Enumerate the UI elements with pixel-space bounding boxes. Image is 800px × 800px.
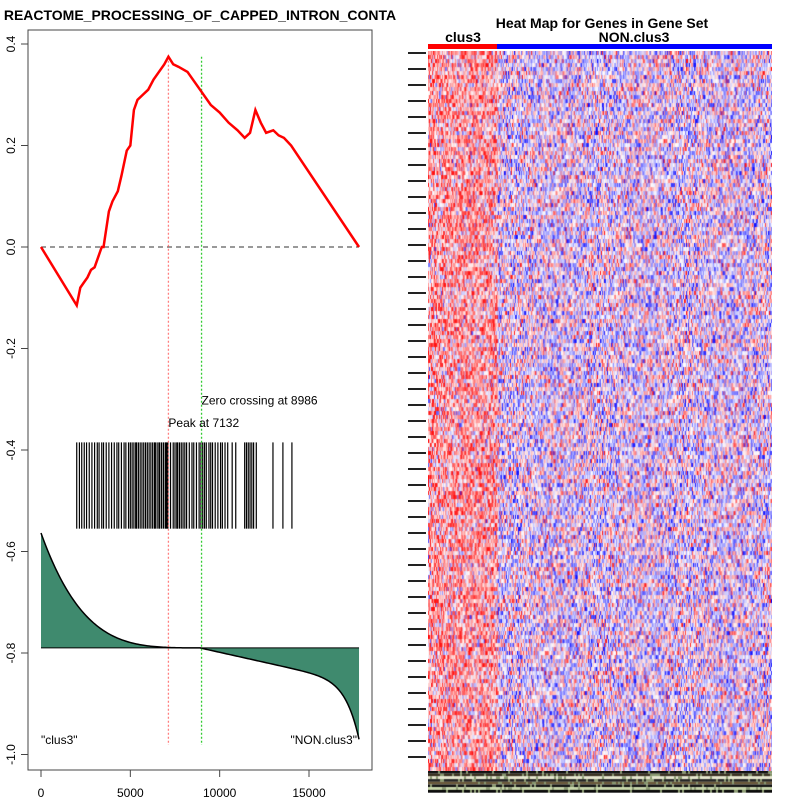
class-bar-clus3 — [428, 44, 497, 49]
row-label-mark — [408, 756, 426, 758]
enrichment-plot: REACTOME_PROCESSING_OF_CAPPED_INTRON_CON… — [4, 7, 396, 800]
row-label-mark — [408, 692, 426, 694]
row-label-mark — [408, 660, 426, 662]
running-es-line — [39, 54, 361, 309]
row-label-mark — [408, 212, 426, 214]
x-tick-label: 10000 — [203, 786, 237, 800]
row-label-mark — [408, 164, 426, 166]
row-label-mark — [408, 132, 426, 134]
row-label-mark — [408, 676, 426, 678]
row-label-mark — [408, 548, 426, 550]
ranked-metric-area — [40, 532, 360, 740]
row-label-mark — [408, 68, 426, 70]
row-label-mark — [408, 612, 426, 614]
row-label-mark — [408, 708, 426, 710]
row-label-mark — [408, 468, 426, 470]
x-tick-label: 0 — [38, 786, 45, 800]
row-label-mark — [408, 436, 426, 438]
row-label-mark — [408, 740, 426, 742]
y-tick-label: 0.0 — [4, 238, 18, 255]
hit-bars — [76, 442, 293, 529]
row-label-mark — [408, 340, 426, 342]
row-label-mark — [408, 180, 426, 182]
row-label-mark — [408, 276, 426, 278]
heatmap-cells — [428, 51, 772, 771]
row-label-mark — [408, 452, 426, 454]
row-label-mark — [408, 324, 426, 326]
zero-crossing-label: Zero crossing at 8986 — [202, 393, 318, 407]
row-label-mark — [408, 356, 426, 358]
plot-frame — [27, 29, 373, 771]
row-label-mark — [408, 244, 426, 246]
row-label-mark — [408, 228, 426, 230]
row-label-mark — [408, 596, 426, 598]
group-label-clus3: clus3 — [445, 29, 481, 45]
annotation-non-clus3: "NON.clus3" — [290, 733, 357, 747]
row-label-mark — [408, 420, 426, 422]
x-tick-label: 15000 — [292, 786, 326, 800]
y-tick-label: 0.2 — [4, 137, 18, 154]
row-label-mark — [408, 84, 426, 86]
row-label-mark — [408, 52, 426, 54]
row-label-mark — [408, 516, 426, 518]
y-tick-label: -0.4 — [4, 439, 18, 460]
y-tick-label: -0.2 — [4, 338, 18, 359]
y-tick-label: -0.8 — [4, 642, 18, 663]
row-label-mark — [408, 372, 426, 374]
row-labels — [408, 52, 426, 758]
class-bar-non-clus3 — [497, 44, 772, 49]
row-label-mark — [408, 628, 426, 630]
annotation-clus3: "clus3" — [41, 733, 78, 747]
group-label-non-clus3: NON.clus3 — [599, 29, 670, 45]
peak-label: Peak at 7132 — [168, 416, 239, 430]
row-label-mark — [408, 260, 426, 262]
y-tick-label: -1.0 — [4, 744, 18, 765]
row-label-mark — [408, 404, 426, 406]
row-label-mark — [408, 148, 426, 150]
row-label-mark — [408, 500, 426, 502]
heatmap-title: Heat Map for Genes in Gene Set — [496, 15, 709, 31]
row-label-mark — [408, 292, 426, 294]
y-tick-label: 0.4 — [4, 35, 18, 52]
x-tick-label: 5000 — [117, 786, 144, 800]
y-tick-label: -0.6 — [4, 541, 18, 562]
heatmap-annotation-band — [428, 771, 772, 793]
row-label-mark — [408, 564, 426, 566]
ranked-metric-fill — [41, 532, 360, 740]
row-label-mark — [408, 532, 426, 534]
row-label-mark — [408, 724, 426, 726]
row-label-mark — [408, 196, 426, 198]
row-label-mark — [408, 484, 426, 486]
row-label-mark — [408, 308, 426, 310]
row-label-mark — [408, 388, 426, 390]
chart-title: REACTOME_PROCESSING_OF_CAPPED_INTRON_CON… — [4, 7, 396, 23]
row-label-mark — [408, 100, 426, 102]
row-label-mark — [408, 644, 426, 646]
row-label-mark — [408, 116, 426, 118]
row-label-mark — [408, 580, 426, 582]
